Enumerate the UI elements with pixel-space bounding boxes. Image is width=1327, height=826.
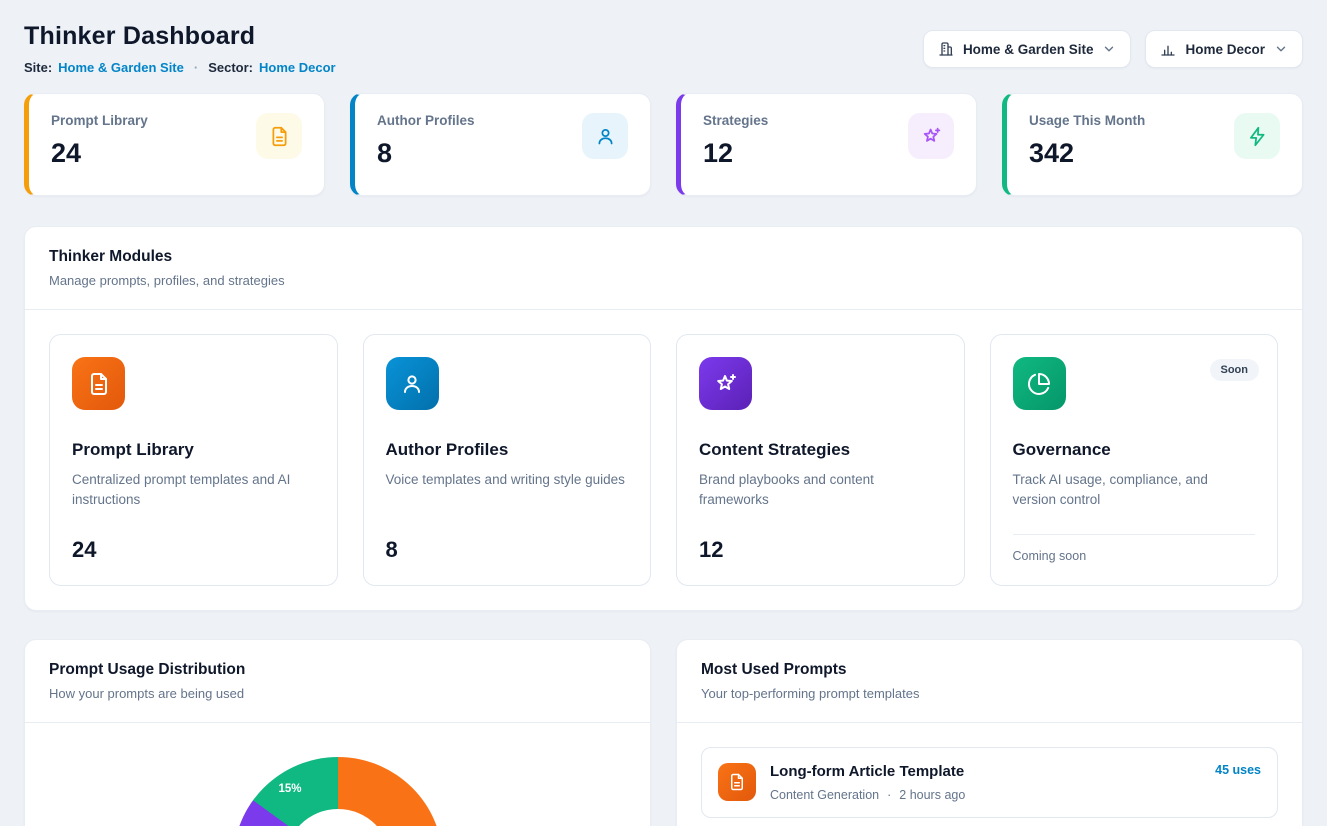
most-used-header: Most Used Prompts Your top-performing pr… [677,640,1302,722]
chevron-down-icon [1276,46,1286,52]
stat-text: Strategies 12 [703,113,768,169]
modules-title: Thinker Modules [49,248,173,265]
prompt-list-item[interactable]: Long-form Article Template Content Gener… [701,747,1278,818]
usage-chart-header: Prompt Usage Distribution How your promp… [25,640,650,722]
sparkle-star-icon [699,357,752,410]
prompt-time: 2 hours ago [899,788,966,802]
modules-header: Thinker Modules Manage prompts, profiles… [25,227,1302,309]
module-description: Track AI usage, compliance, and version … [1012,472,1208,508]
building-icon [939,42,953,56]
site-link[interactable]: Home & Garden Site [58,60,184,75]
thinker-modules-panel: Thinker Modules Manage prompts, profiles… [24,226,1303,611]
stat-value: 8 [377,138,393,168]
stat-card-prompt-library: Prompt Library 24 [24,93,325,196]
pie-chart-icon [1012,357,1066,410]
usage-chart-body: 15% [25,723,650,826]
stat-card-strategies: Strategies 12 [676,93,977,196]
divider [677,722,1302,723]
user-icon [385,357,439,410]
usage-donut: 15% [232,757,443,826]
most-used-title: Most Used Prompts [701,661,847,678]
most-used-subtitle: Your top-performing prompt templates [701,686,920,701]
stats-row: Prompt Library 24 Author Profiles 8 Stra… [24,93,1303,196]
usage-chart-title: Prompt Usage Distribution [49,661,246,678]
bar-chart-icon [1161,45,1176,56]
prompt-title: Long-form Article Template [770,763,965,780]
module-description: Centralized prompt templates and AI inst… [72,472,291,508]
prompt-category: Content Generation [770,788,880,802]
site-label: Site: [24,60,53,75]
coming-soon-text: Coming soon [1012,534,1255,563]
module-count: 8 [385,537,398,562]
document-icon [256,113,302,159]
document-icon [718,763,756,801]
module-title: Prompt Library [72,440,194,459]
donut-segment-label: 15% [278,783,302,795]
module-title: Governance [1012,440,1111,459]
stat-text: Author Profiles 8 [377,113,475,169]
header: Thinker Dashboard Site: Home & Garden Si… [24,22,1303,75]
module-title: Content Strategies [699,440,851,459]
module-count: 24 [72,537,97,562]
divider [25,309,1302,310]
document-icon [72,357,125,410]
prompt-info: Long-form Article Template Content Gener… [770,763,1201,802]
separator-dot: · [193,60,199,75]
module-description: Brand playbooks and content frameworks [699,472,874,508]
usage-distribution-panel: Prompt Usage Distribution How your promp… [24,639,651,826]
stat-card-author-profiles: Author Profiles 8 [350,93,651,196]
header-left: Thinker Dashboard Site: Home & Garden Si… [24,22,336,75]
module-card-governance[interactable]: Soon Governance Track AI usage, complian… [989,334,1278,586]
module-title: Author Profiles [385,440,509,459]
module-card-prompt-library[interactable]: Prompt Library Centralized prompt templa… [49,334,338,586]
most-used-prompts-panel: Most Used Prompts Your top-performing pr… [676,639,1303,826]
stat-value: 12 [703,138,734,168]
stat-value: 342 [1029,138,1075,168]
user-icon [582,113,628,159]
modules-subtitle: Manage prompts, profiles, and strategies [49,273,285,288]
header-actions: Home & Garden Site Home Decor [922,30,1303,68]
sector-label: Sector: [208,60,254,75]
sector-selector-label: Home Decor [1185,41,1265,57]
prompt-meta: Content Generation · 2 hours ago [770,788,1201,802]
usage-chart-subtitle: How your prompts are being used [49,686,245,701]
prompts-list: Long-form Article Template Content Gener… [677,723,1302,826]
module-card-author-profiles[interactable]: Author Profiles Voice templates and writ… [362,334,651,586]
stat-text: Prompt Library 24 [51,113,148,169]
sector-selector-dropdown[interactable]: Home Decor [1145,30,1303,68]
modules-grid: Prompt Library Centralized prompt templa… [25,310,1302,610]
module-count: 12 [699,537,724,562]
stat-label: Author Profiles [377,113,475,128]
stat-label: Prompt Library [51,113,148,128]
page-title: Thinker Dashboard [24,22,256,50]
site-selector-label: Home & Garden Site [962,41,1094,57]
module-description: Voice templates and writing style guides [385,472,625,487]
stat-label: Usage This Month [1029,113,1146,128]
stat-label: Strategies [703,113,769,128]
soon-badge: Soon [1209,359,1259,381]
bottom-row: Prompt Usage Distribution How your promp… [24,639,1303,826]
chevron-down-icon [1105,46,1114,52]
sector-link[interactable]: Home Decor [259,60,336,75]
stat-card-usage: Usage This Month 342 [1002,93,1303,196]
sparkle-star-icon [908,113,954,159]
divider [25,722,650,723]
separator-dot: · [887,788,892,802]
module-card-content-strategies[interactable]: Content Strategies Brand playbooks and c… [676,334,965,586]
breadcrumb: Site: Home & Garden Site · Sector: Home … [24,60,336,75]
stat-value: 24 [51,138,82,168]
lightning-icon [1234,113,1280,159]
site-selector-dropdown[interactable]: Home & Garden Site [922,30,1132,68]
prompt-uses-badge: 45 uses [1215,763,1261,777]
stat-text: Usage This Month 342 [1029,113,1145,169]
